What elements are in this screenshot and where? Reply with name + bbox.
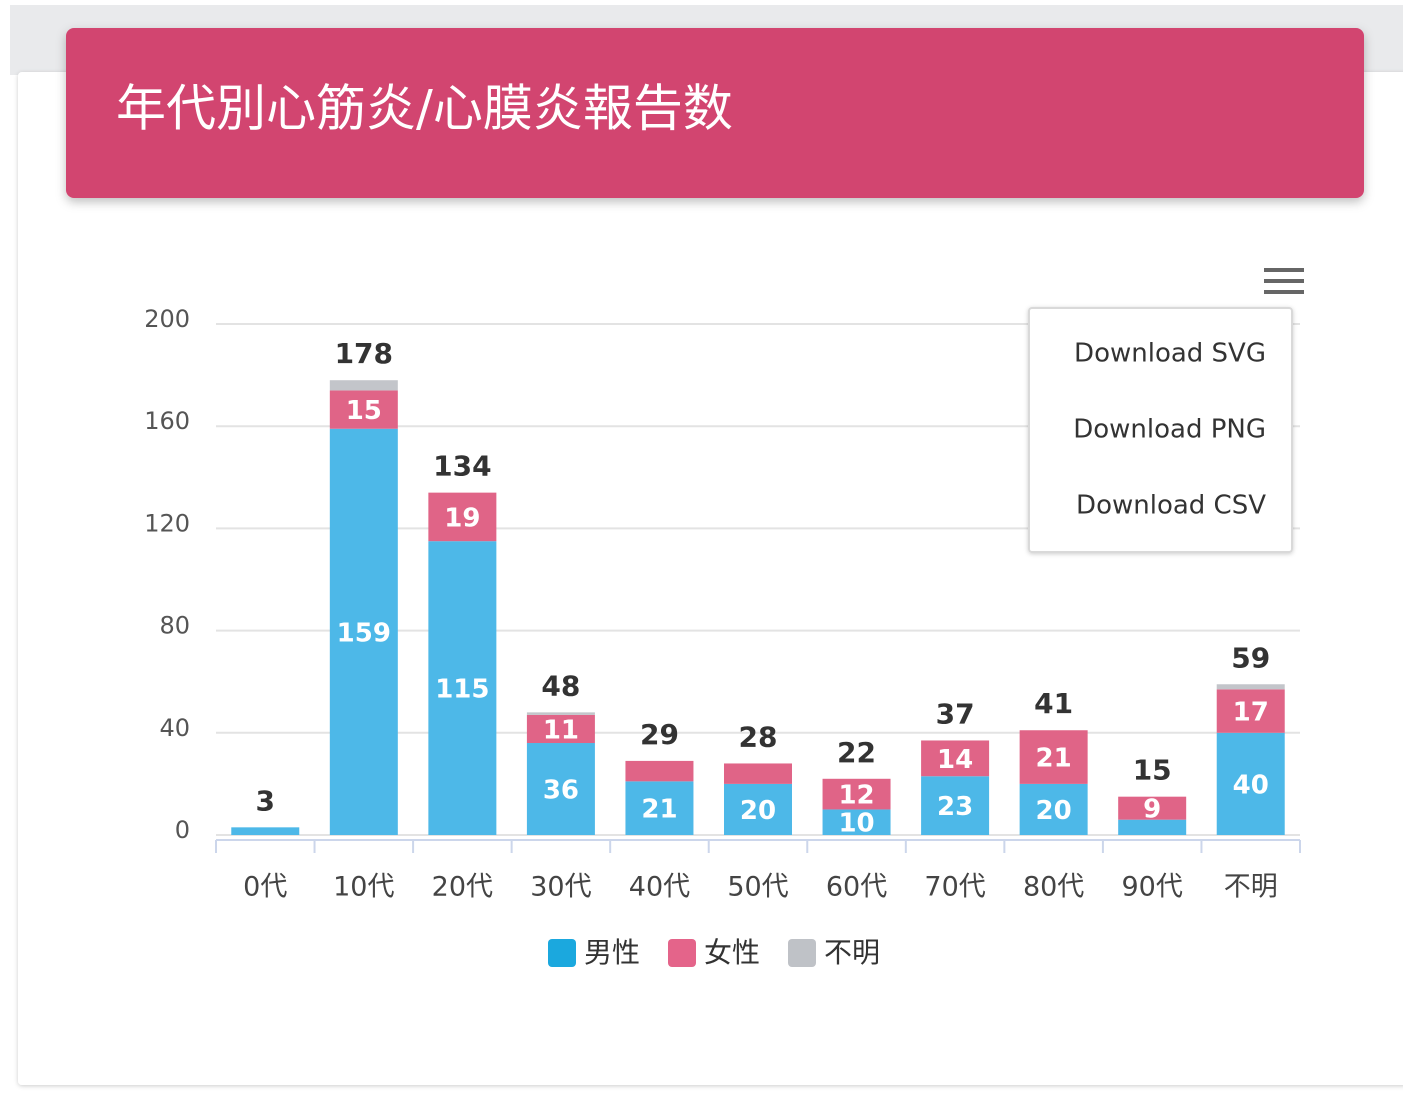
data-label: 17 — [1233, 698, 1269, 728]
x-tick-label: 40代 — [629, 872, 690, 903]
bar-segment — [526, 743, 595, 835]
x-tick-label: 90代 — [1122, 872, 1183, 903]
bar-segment — [822, 809, 891, 835]
x-tick-label: 20代 — [432, 872, 493, 903]
data-label: 15 — [346, 396, 382, 426]
data-label: 21 — [641, 795, 677, 825]
bar-segment — [329, 390, 398, 429]
bar-segment — [1216, 684, 1285, 690]
bar-segment — [526, 712, 595, 715]
total-label: 178 — [335, 337, 393, 370]
legend-swatch — [668, 939, 696, 967]
total-label: 41 — [1034, 687, 1073, 720]
chart-title: 年代別心筋炎/心膜炎報告数 — [116, 80, 733, 138]
data-label: 14 — [937, 745, 973, 775]
total-label: 37 — [936, 697, 975, 730]
x-tick-label: 70代 — [924, 872, 985, 903]
bar-segment — [921, 776, 990, 835]
menu-box — [1028, 307, 1293, 553]
card — [18, 72, 1403, 1085]
menu-item[interactable]: Download PNG — [1073, 415, 1266, 445]
menu-bar — [1264, 268, 1304, 272]
bar-segment — [329, 380, 398, 391]
menu-button[interactable] — [1264, 268, 1304, 294]
menu: Download SVG Download PNG Download CSV — [1028, 307, 1293, 553]
total-label: 28 — [739, 720, 778, 753]
data-label: 10 — [838, 809, 874, 839]
bar-segment — [329, 428, 398, 835]
bar-segment — [231, 827, 300, 835]
bar-segment — [625, 760, 694, 782]
data-label: 11 — [543, 715, 579, 745]
x-tick-label: 不明 — [1224, 872, 1278, 903]
menu-bar — [1264, 290, 1304, 294]
bar-segment — [822, 778, 891, 810]
x-tick-label: 60代 — [826, 872, 887, 903]
data-label: 40 — [1233, 770, 1269, 800]
bar-segment — [724, 783, 792, 835]
data-label: 9 — [1143, 795, 1161, 825]
bar-segment — [428, 541, 497, 835]
total-label: 22 — [837, 736, 876, 769]
menu-bar — [1264, 279, 1304, 283]
y-tick-label: 160 — [144, 407, 190, 435]
total-label: 3 — [256, 784, 275, 817]
y-tick-label: 80 — [159, 612, 190, 640]
header — [66, 28, 1364, 198]
bar-segment — [1019, 783, 1088, 835]
data-label: 20 — [1036, 796, 1072, 826]
bar-segment — [1118, 819, 1187, 835]
legend-label: 不明 — [824, 936, 880, 969]
total-label: 134 — [433, 450, 491, 483]
data-label: 21 — [1036, 744, 1072, 774]
y-tick-label: 0 — [175, 816, 190, 844]
data-label: 36 — [543, 776, 579, 806]
bar-segment — [1019, 730, 1088, 784]
legend-swatch — [548, 939, 576, 967]
data-label: 23 — [937, 792, 973, 822]
bar-segment — [724, 763, 792, 784]
total-label: 48 — [541, 669, 580, 702]
bar-segment — [921, 740, 990, 777]
menu-item[interactable]: Download SVG — [1074, 339, 1266, 369]
y-tick-label: 120 — [144, 509, 190, 537]
total-label: 29 — [640, 718, 679, 751]
legend-label: 女性 — [704, 936, 760, 969]
bar-segment — [1216, 689, 1285, 733]
x-tick-label: 0代 — [243, 872, 287, 903]
y-tick-label: 200 — [144, 305, 190, 333]
total-label: 15 — [1133, 754, 1172, 787]
x-tick-label: 80代 — [1023, 872, 1084, 903]
legend-swatch — [788, 939, 816, 967]
x-tick-label: 50代 — [727, 872, 788, 903]
total-label: 59 — [1231, 641, 1270, 674]
data-label: 115 — [435, 675, 489, 705]
legend-label: 男性 — [584, 936, 640, 969]
data-label: 12 — [838, 781, 874, 811]
bar-segment — [1216, 732, 1285, 835]
bar-segment — [428, 492, 497, 542]
y-tick-label: 40 — [159, 714, 190, 742]
menu-item[interactable]: Download CSV — [1076, 491, 1266, 521]
bar-segment — [526, 714, 595, 744]
data-label: 19 — [444, 503, 480, 533]
x-tick-label: 10代 — [333, 872, 394, 903]
data-label: 20 — [740, 796, 776, 826]
x-tick-label: 30代 — [530, 872, 591, 903]
data-label: 159 — [337, 618, 391, 648]
bar-segment — [1118, 796, 1187, 820]
bar-segment — [625, 781, 694, 835]
